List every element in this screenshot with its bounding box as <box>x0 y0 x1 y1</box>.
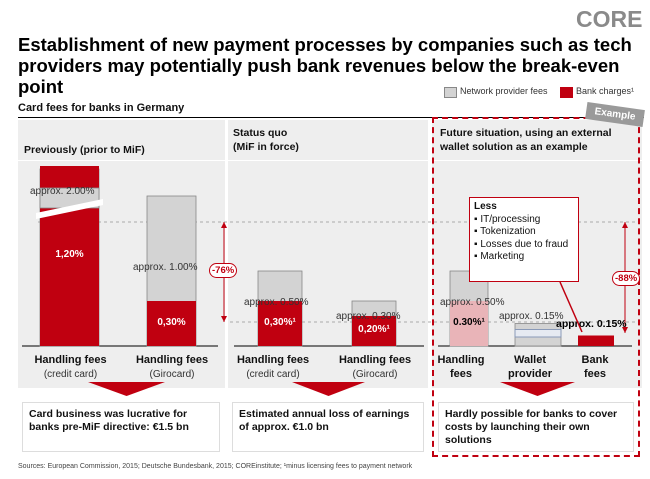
bar-bank-charges <box>147 301 196 346</box>
category-sub-label: provider <box>507 368 552 380</box>
total-value-label: approx. 0.30% <box>336 311 401 322</box>
bar-bank-charges <box>352 316 396 346</box>
legend-network-swatch <box>444 87 457 98</box>
panel-divider <box>432 160 642 161</box>
change-label-minus-88: -88% <box>612 271 641 286</box>
panel-previously-header: Previously (prior to MiF) <box>24 144 145 156</box>
bar-bank-charges <box>450 301 488 346</box>
panel-status-quo-header-line2: (MiF in force) <box>233 141 299 153</box>
category-name-label: Handling <box>437 354 485 366</box>
total-value-label: approx. 2.00% <box>30 186 95 197</box>
legend-bank-label: Bank charges¹ <box>576 86 635 96</box>
total-value-label: approx. 0.50% <box>440 297 505 308</box>
bank-charge-label: 0.30%¹ <box>453 316 485 328</box>
callout-title: Less <box>474 201 497 212</box>
category-name-label: Bank <box>581 354 609 366</box>
total-value-label: approx. 1.00% <box>133 262 198 273</box>
bank-charge-label: 0,30% <box>157 316 186 328</box>
category-sub-label: fees <box>583 368 607 380</box>
category-sub-label: (credit card) <box>43 369 98 380</box>
panel-future-summary: Hardly possible for banks to cover costs… <box>438 402 634 452</box>
panel-status-quo-summary: Estimated annual loss of earnings of app… <box>232 402 424 452</box>
panel-divider <box>228 160 428 161</box>
category-name-label: Handling fees <box>34 354 107 366</box>
total-value-label: approx. 0.50% <box>244 297 309 308</box>
cost-reduction-callout: Less ▪ IT/processing ▪ Tokenization ▪ Lo… <box>469 197 579 282</box>
chart-subtitle: Card fees for banks in Germany <box>18 102 185 114</box>
callout-item: ▪ IT/processing <box>474 213 541 225</box>
page-title: Establishment of new payment processes b… <box>18 34 632 97</box>
legend-bank-swatch <box>560 87 573 98</box>
category-name-label: Handling fees <box>236 354 310 366</box>
total-value-label: approx. 0.15% <box>499 311 564 322</box>
category-sub-label: fees <box>449 368 473 380</box>
callout-item: ▪ Tokenization <box>474 226 536 237</box>
change-arrow-status-quo-tail <box>221 316 227 322</box>
change-arrow-status-quo-head <box>221 222 227 228</box>
category-sub-label: (Girocard) <box>149 369 195 380</box>
bar-bank-charges <box>258 301 302 346</box>
total-value-label: approx. 0.15% <box>556 318 627 330</box>
panel-divider <box>18 160 225 161</box>
category-sub-label: (credit card) <box>246 369 300 380</box>
legend-network-label: Network provider fees <box>460 86 548 96</box>
arrow-layer <box>88 222 628 396</box>
subtitle-rule <box>18 117 644 118</box>
summary-arrow-previously <box>88 382 165 396</box>
bar-break-gap <box>36 199 103 219</box>
change-arrow-future-head <box>622 222 628 228</box>
change-arrow-future-tail <box>622 327 628 333</box>
core-logo: CORE <box>576 6 643 32</box>
summary-arrow-future <box>500 382 575 396</box>
panel-status-quo-header-line1: Status quo <box>233 127 288 139</box>
category-name-label: Handling fees <box>135 354 209 366</box>
summary-arrow-status-quo <box>292 382 365 396</box>
bank-charge-label: 1,20% <box>55 249 84 260</box>
bank-charge-label: 0,20%¹ <box>358 324 390 335</box>
callout-item: ▪ Marketing <box>474 251 525 262</box>
panel-future-header: Future situation, using an external wall… <box>440 127 612 153</box>
callout-item: ▪ Losses due to fraud <box>474 238 569 250</box>
future-dashed-frame <box>432 117 640 457</box>
bank-charge-label: 0,30%¹ <box>264 316 296 328</box>
category-sub-label: (Girocard) <box>352 369 398 380</box>
change-label-minus-76: -76% <box>209 263 238 278</box>
category-name-label: Handling fees <box>338 354 412 366</box>
sources-footnote: Sources: European Commission, 2015; Deut… <box>18 463 413 470</box>
panel-previously-summary: Card business was lucrative for banks pr… <box>22 402 220 452</box>
bar-layer <box>36 166 614 347</box>
category-name-label: Wallet <box>514 354 546 366</box>
bar-wallet-provider <box>514 329 562 338</box>
bar-bank-charges <box>578 335 614 346</box>
